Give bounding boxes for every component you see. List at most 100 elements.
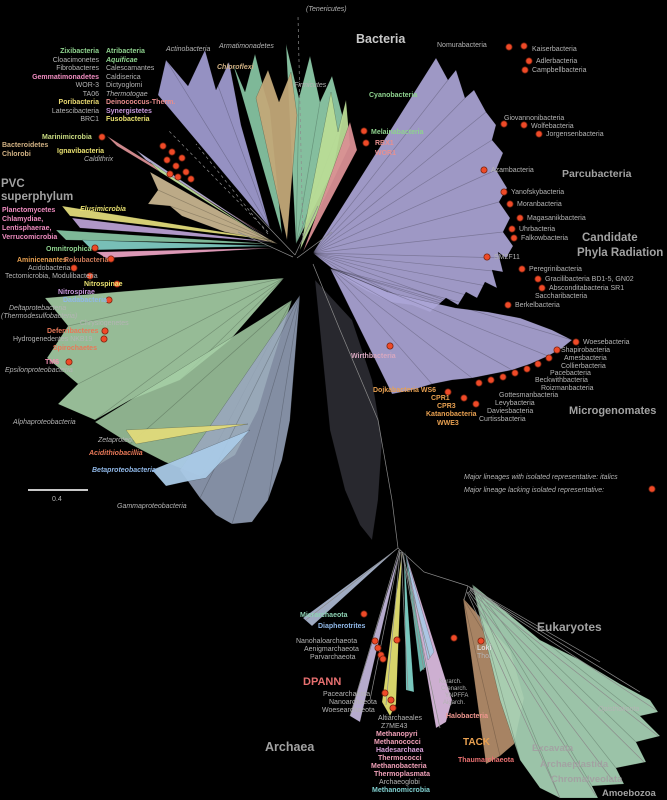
taxon-label: Chromalveolata bbox=[551, 774, 623, 785]
unisolated-lineage-dot bbox=[525, 57, 533, 65]
wedge-streak bbox=[471, 583, 521, 761]
taxon-label: Dojkabacteria WS6 bbox=[373, 387, 436, 394]
taxon-label: Katanobacteria bbox=[426, 411, 477, 418]
taxon-label: Excavata bbox=[532, 743, 574, 754]
taxon-label: RBX1 bbox=[375, 140, 394, 147]
wedge-streak bbox=[462, 597, 501, 757]
taxon-label: Chrysiogenetes bbox=[80, 320, 129, 327]
taxon-label: Phyla Radiation bbox=[577, 247, 663, 259]
taxon-label: Thermotogae bbox=[106, 91, 148, 98]
taxon-label: (Tenericutes) bbox=[306, 6, 347, 13]
branch-line bbox=[249, 207, 296, 256]
taxon-label: Bacteroidetes bbox=[2, 142, 48, 149]
taxon-label: Pacearchaeota bbox=[323, 691, 370, 698]
taxon-label: Nitrospinae bbox=[84, 281, 123, 288]
unisolated-lineage-dot bbox=[393, 636, 401, 644]
unisolated-lineage-dot bbox=[65, 358, 73, 366]
taxon-label: WOR1 bbox=[375, 150, 396, 157]
unisolated-lineage-dot bbox=[450, 634, 458, 642]
taxon-label: Azambacteria bbox=[491, 167, 534, 174]
branch-line bbox=[468, 590, 615, 783]
branch-line bbox=[294, 205, 319, 256]
unisolated-lineage-dot bbox=[521, 66, 529, 74]
wedge-streak bbox=[312, 252, 459, 306]
taxon-label: Peregrinibacteria bbox=[529, 266, 582, 273]
taxon-label: Nanohaloarchaeota bbox=[296, 638, 357, 645]
taxon-label: Hydrogenedentes NKB19 bbox=[13, 336, 92, 343]
wedge-streak bbox=[329, 267, 549, 357]
taxon-label: Gammaproteobacteria bbox=[117, 503, 187, 510]
taxon-label: Collierbacteria bbox=[561, 363, 606, 370]
taxon-label: Microgenomates bbox=[569, 405, 656, 417]
unisolated-lineage-dot bbox=[174, 173, 182, 181]
wedge-streak bbox=[312, 111, 487, 254]
taxon-label: BRC1 bbox=[80, 116, 99, 123]
taxon-label: Major lineage lacking isolated represent… bbox=[464, 487, 604, 494]
unisolated-lineage-dot bbox=[505, 43, 513, 51]
taxon-label: Aenigmarchaeota bbox=[304, 646, 359, 653]
unisolated-lineage-dot bbox=[371, 637, 379, 645]
unisolated-lineage-dot bbox=[360, 610, 368, 618]
branch-line bbox=[468, 586, 641, 693]
taxon-label: Deinococcus-Therm. bbox=[106, 99, 175, 106]
branch-line bbox=[369, 549, 401, 701]
unisolated-lineage-dot bbox=[172, 162, 180, 170]
wedge-streak bbox=[329, 267, 389, 293]
wedge-streak bbox=[329, 267, 393, 395]
taxon-label: Nomurabacteria bbox=[437, 42, 487, 49]
unisolated-lineage-dot bbox=[483, 253, 491, 261]
unisolated-lineage-dot bbox=[91, 244, 99, 252]
taxon-label: Archaeplastida bbox=[540, 759, 609, 770]
unisolated-lineage-dot bbox=[504, 301, 512, 309]
branch-line bbox=[467, 591, 597, 797]
taxon-label: Amoebozoa bbox=[602, 788, 657, 799]
wedge-streak bbox=[312, 252, 507, 259]
wedge-zetaproteo-blade bbox=[125, 423, 249, 445]
wedge-streak bbox=[77, 277, 285, 385]
wedge-streak bbox=[228, 61, 271, 229]
taxon-label: Halobacteria bbox=[446, 713, 488, 720]
taxon-label: Gracilibacteria BD1-5, GN02 bbox=[545, 276, 634, 283]
wedge-blade-verrucomicrobia bbox=[81, 239, 275, 251]
taxon-label: Thaumarchaeota bbox=[458, 757, 514, 764]
wedge-blade-pvc bbox=[95, 247, 275, 259]
unisolated-lineage-dot bbox=[487, 376, 495, 384]
taxon-label: Marinimicrobia bbox=[42, 134, 92, 141]
taxon-label: Levybacteria bbox=[495, 400, 535, 407]
unisolated-lineage-dot bbox=[506, 200, 514, 208]
wedge-blade-elusimicrobia bbox=[61, 205, 273, 241]
wedge-dpann-lavender bbox=[349, 549, 401, 723]
taxon-label: Calescamantes bbox=[106, 65, 155, 72]
unisolated-lineage-dot bbox=[70, 264, 78, 272]
wedge-streak bbox=[231, 294, 301, 525]
unisolated-lineage-dot bbox=[460, 394, 468, 402]
unisolated-lineage-dot bbox=[159, 142, 167, 150]
wedge-streak bbox=[267, 294, 301, 501]
wedge-dpann-yellow bbox=[381, 551, 403, 717]
unisolated-lineage-dot bbox=[374, 644, 382, 652]
taxon-label: YNPFFA bbox=[445, 693, 468, 699]
unisolated-lineage-dot bbox=[477, 637, 485, 645]
taxon-label: Kaiserbacteria bbox=[532, 46, 577, 53]
taxon-label: Elusimicrobia bbox=[80, 206, 126, 213]
unisolated-lineage-dot bbox=[520, 42, 528, 50]
unisolated-lineage-dot bbox=[105, 296, 113, 304]
unisolated-lineage-dot bbox=[472, 400, 480, 408]
unisolated-lineage-dot bbox=[545, 354, 553, 362]
wedge-streak bbox=[295, 101, 321, 245]
unisolated-lineage-dot bbox=[100, 335, 108, 343]
taxon-label: Methanopyri bbox=[376, 731, 418, 738]
wedge-streak bbox=[157, 189, 279, 245]
wedge-streak bbox=[471, 583, 617, 769]
taxon-label: Thor bbox=[477, 653, 492, 660]
wedge-streak bbox=[329, 267, 473, 379]
wedge-streak bbox=[204, 49, 271, 229]
taxon-label: Omnitrophica bbox=[46, 246, 92, 253]
taxon-label: Acidobacteria bbox=[28, 265, 71, 272]
unisolated-lineage-dot bbox=[360, 127, 368, 135]
taxon-label: Eukaryotes bbox=[537, 620, 602, 634]
unisolated-lineage-dot bbox=[510, 234, 518, 242]
taxon-label: Amesbacteria bbox=[564, 355, 607, 362]
taxon-label: Lentisphaerae, bbox=[2, 225, 51, 232]
unisolated-lineage-dot bbox=[166, 170, 174, 178]
